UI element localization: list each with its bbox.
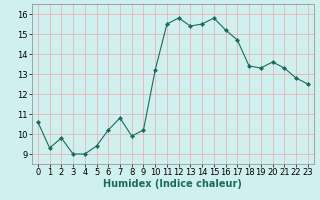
X-axis label: Humidex (Indice chaleur): Humidex (Indice chaleur) (103, 179, 242, 189)
